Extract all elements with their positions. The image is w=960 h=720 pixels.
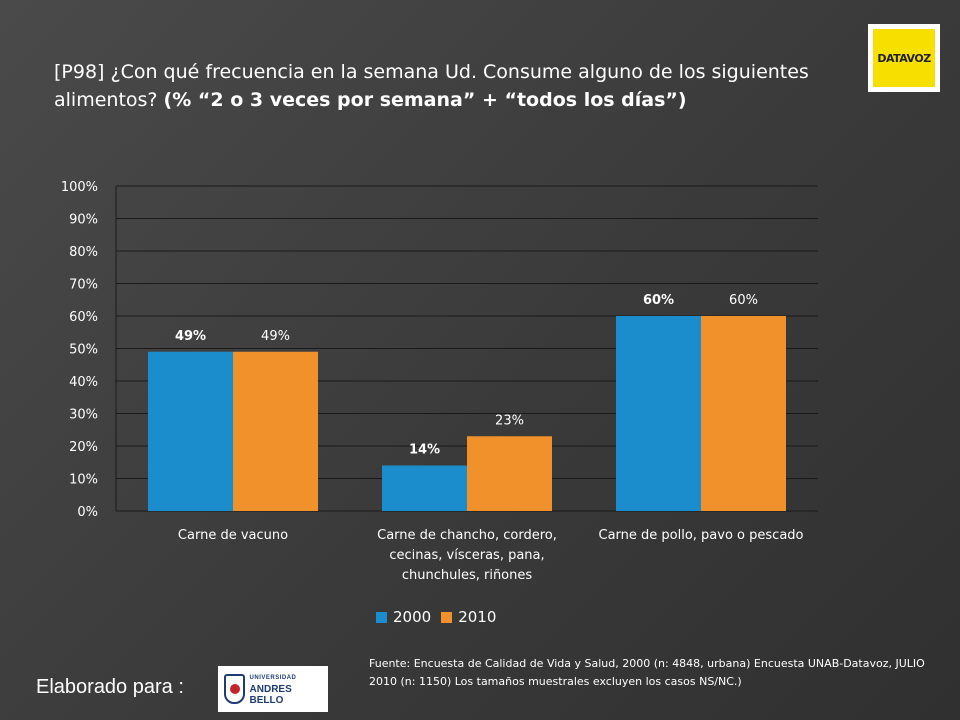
unab-logo-text: UNIVERSIDAD ANDRES BELLO (250, 673, 322, 706)
legend-swatch-2000 (376, 611, 387, 623)
unab-logo-big: ANDRES BELLO (249, 683, 292, 706)
legend-label-2010: 2010 (458, 608, 497, 626)
data-label-2010: 60% (729, 293, 758, 308)
data-label-2000: 49% (175, 329, 206, 344)
y-tick-label: 50% (69, 343, 98, 358)
source-note: Fuente: Encuesta de Calidad de Vida y Sa… (369, 657, 925, 688)
legend-item-2000: 2000 (376, 608, 431, 626)
x-tick-label: Carne de vacuno (178, 528, 288, 543)
chart-legend: 2000 2010 (376, 608, 496, 626)
bar-chart: 0% 10% 20% 30% 40% 50% 60% 70% 80% 90% 100% 49% 49% C… (61, 180, 818, 583)
bar-2000 (148, 351, 233, 511)
data-label-2000: 60% (643, 293, 674, 308)
made-for-label: Elaborado para : (36, 676, 184, 698)
y-tick-label: 10% (69, 473, 98, 488)
data-label-2010: 23% (495, 413, 524, 428)
y-tick-label: 90% (69, 213, 98, 228)
x-tick-label: chunchules, riñones (402, 568, 533, 583)
y-tick-label: 60% (69, 310, 98, 325)
bar-2010 (701, 316, 786, 511)
y-tick-label: 80% (69, 245, 98, 260)
datavoz-logo: DATAVOZ (868, 24, 940, 92)
legend-item-2010: 2010 (441, 608, 496, 626)
y-tick-label: 40% (69, 375, 98, 390)
y-tick-label: 30% (69, 408, 98, 423)
bar-2000 (382, 465, 467, 511)
title-emphasis: (% “2 o 3 veces por semana” + “todos los… (163, 89, 687, 111)
bar-2000 (616, 316, 701, 511)
x-tick-label: Carne de pollo, pavo o pescado (599, 528, 804, 543)
data-label-2000: 14% (409, 443, 440, 458)
unab-logo: UNIVERSIDAD ANDRES BELLO (218, 666, 328, 712)
title-text: [P98] ¿Con qué frecuencia en la semana U… (54, 61, 809, 111)
y-tick-label: 0% (77, 505, 98, 520)
unab-crest-icon (224, 674, 245, 704)
bar-2010 (467, 436, 552, 511)
legend-label-2000: 2000 (393, 608, 432, 626)
slide-title: [P98] ¿Con qué frecuencia en la semana U… (54, 58, 844, 114)
y-tick-label: 70% (69, 278, 98, 293)
y-tick-label: 20% (69, 440, 98, 455)
y-tick-label: 100% (61, 180, 98, 195)
x-tick-label: cecinas, vísceras, pana, (389, 548, 544, 563)
x-tick-label: Carne de chancho, cordero, (377, 528, 557, 543)
datavoz-logo-text: DATAVOZ (873, 29, 935, 87)
legend-swatch-2010 (441, 611, 453, 623)
data-label-2010: 49% (261, 329, 290, 344)
bar-2010 (233, 351, 318, 511)
unab-logo-small: UNIVERSIDAD (249, 674, 297, 681)
